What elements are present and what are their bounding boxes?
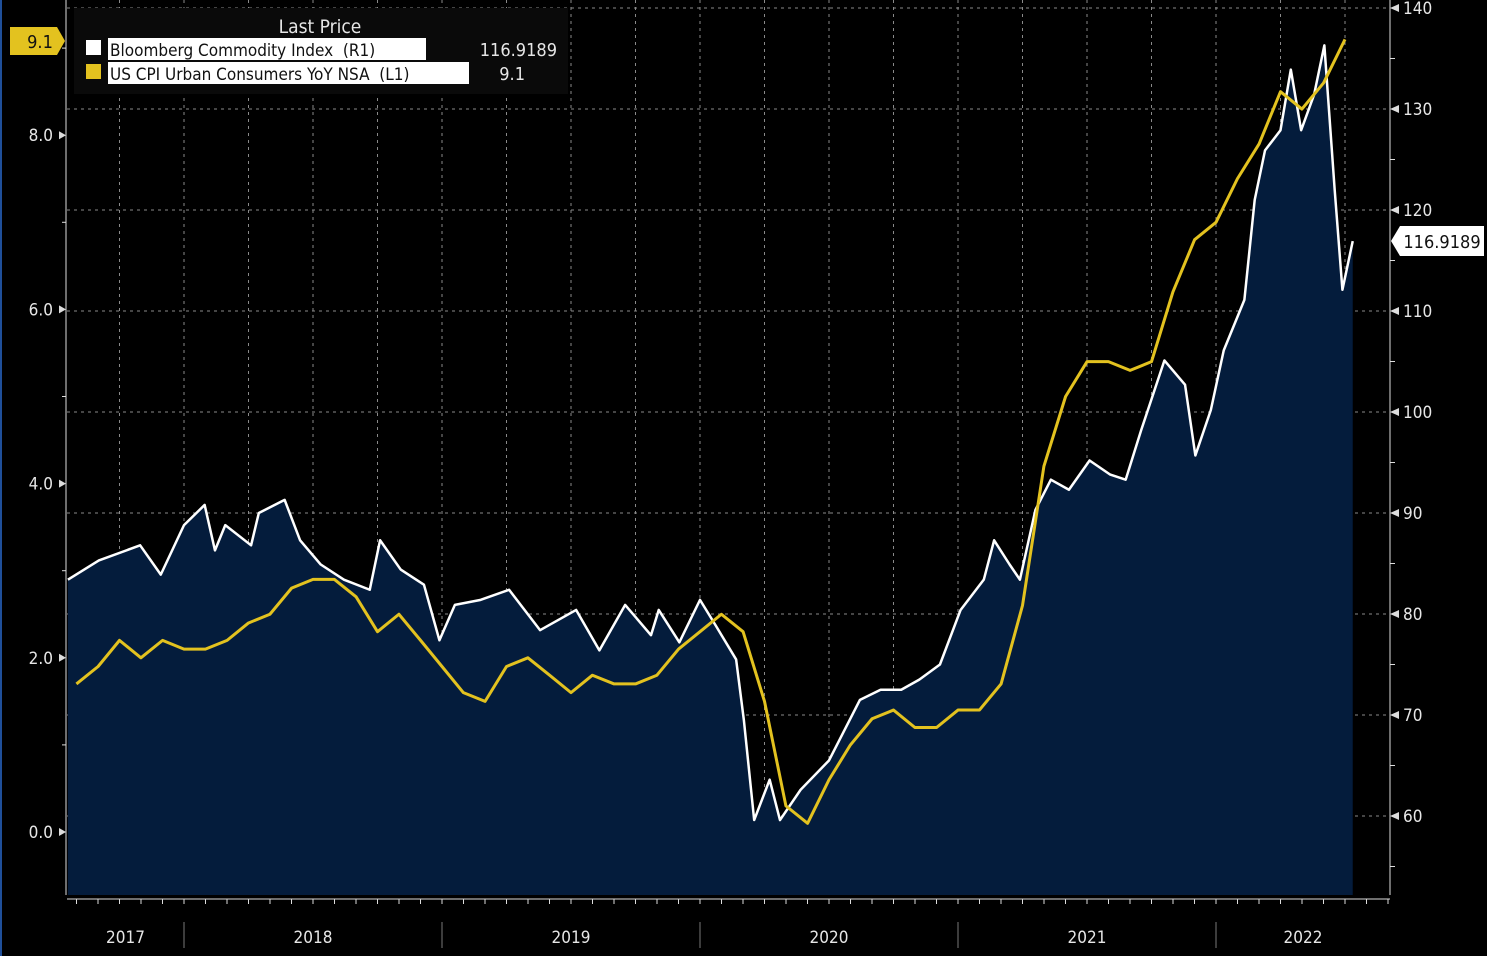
x-axis-year-label: 2022 [1284, 928, 1323, 948]
window-edge [0, 0, 2, 956]
left-axis-label: 8.0 [29, 126, 53, 146]
x-axis-year-label: 2018 [294, 928, 333, 948]
right-axis-tick [1390, 711, 1399, 719]
legend-label-bg [108, 38, 426, 60]
legend-value-commodity: 116.9189 [480, 40, 557, 61]
right-badge-value: 116.9189 [1403, 232, 1480, 253]
right-axis-label: 90 [1403, 504, 1422, 524]
left-axis-label: 6.0 [29, 300, 53, 320]
right-axis-tick [1390, 4, 1399, 12]
right-axis-label: 130 [1403, 100, 1432, 120]
left-axis-tick [59, 305, 66, 314]
left-axis-label: 2.0 [29, 649, 53, 669]
right-axis-label: 60 [1403, 807, 1422, 827]
commodity-area [67, 45, 1353, 896]
legend-header: Last Price [279, 16, 362, 38]
x-axis-year-label: 2017 [106, 928, 145, 948]
legend-label-cpi[interactable]: US CPI Urban Consumers YoY NSA (L1) [110, 65, 409, 85]
right-axis-label: 70 [1403, 706, 1422, 726]
left-axis-tick [59, 479, 66, 488]
left-axis-label: 4.0 [29, 475, 53, 495]
right-axis-tick [1390, 105, 1399, 113]
right-axis-tick [1390, 509, 1399, 517]
left-badge-shape [10, 27, 65, 55]
right-axis-tick [1390, 307, 1399, 315]
left-badge-value: 9.1 [27, 32, 53, 53]
left-axis-tick [59, 653, 66, 662]
cpi-line [75, 38, 1347, 825]
right-axis-label: 100 [1403, 403, 1432, 423]
axes: 0.0 2.0 4.0 6.0 8.0 60 70 80 90 100 110 120 130 140 20… [29, 0, 1432, 948]
right-axis-label: 110 [1403, 302, 1432, 322]
right-axis-tick [1390, 206, 1399, 214]
legend: Last Price Bloomberg Commodity Index (R1… [74, 8, 568, 94]
right-axis-tick [1390, 812, 1399, 820]
right-badge-shape [1391, 226, 1484, 256]
right-axis-label: 140 [1403, 0, 1432, 19]
right-axis-label: 120 [1403, 201, 1432, 221]
x-axis-year-label: 2019 [552, 928, 591, 948]
legend-label-commodity[interactable]: Bloomberg Commodity Index (R1) [110, 41, 375, 61]
legend-value-cpi: 9.1 [499, 64, 525, 85]
right-last-badge: 116.9189 [1391, 226, 1484, 256]
legend-label-bg [108, 62, 469, 84]
left-last-badge: 9.1 [10, 27, 65, 55]
right-axis-tick [1390, 610, 1399, 618]
x-axis-year-label: 2021 [1068, 928, 1107, 948]
x-axis-year-label: 2020 [810, 928, 849, 948]
left-axis-label: 0.0 [29, 823, 53, 843]
left-axis-tick [59, 131, 66, 140]
right-axis-tick [1390, 408, 1399, 416]
left-axis-tick [59, 828, 66, 836]
commodity-line [67, 44, 1354, 822]
right-axis-label: 80 [1403, 605, 1422, 625]
legend-swatch-cpi [86, 64, 101, 79]
legend-swatch-commodity [86, 40, 101, 55]
